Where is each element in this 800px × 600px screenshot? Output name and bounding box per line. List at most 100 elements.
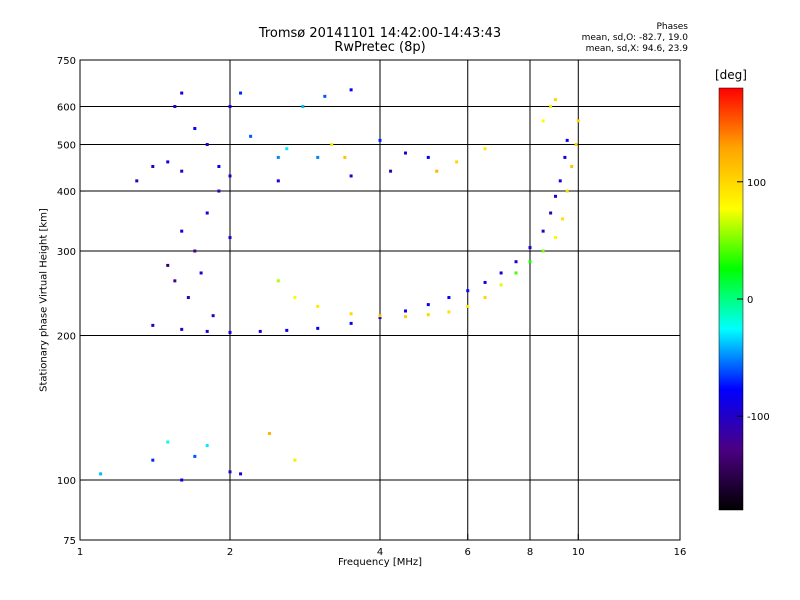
phase-stats-x: mean, sd,X: 94.6, 23.9 — [585, 44, 688, 54]
data-point — [135, 179, 139, 183]
colorbar-tick-label: 0 — [747, 295, 753, 306]
data-point — [193, 454, 197, 458]
data-point — [330, 143, 334, 147]
data-point — [199, 271, 203, 275]
data-point — [180, 327, 184, 331]
data-point — [447, 310, 451, 314]
data-point — [228, 174, 232, 178]
data-point — [173, 279, 177, 283]
data-point — [378, 316, 382, 320]
data-point — [435, 169, 439, 173]
data-point — [349, 174, 353, 178]
y-tick-label: 300 — [57, 247, 76, 258]
axis-ticks: 1 2 4 6 8 10 16 75 100 200 300 400 500 600 750 — [57, 56, 686, 558]
data-point — [228, 105, 232, 109]
data-point — [466, 289, 470, 293]
data-point — [166, 440, 170, 444]
data-point — [205, 444, 209, 448]
data-point — [151, 323, 155, 327]
data-point — [228, 330, 232, 334]
x-tick-label: 16 — [674, 547, 687, 558]
data-point — [541, 249, 545, 253]
data-point — [180, 478, 184, 482]
data-point — [316, 326, 320, 330]
y-tick-label: 400 — [57, 187, 76, 198]
data-point — [349, 321, 353, 325]
data-point — [186, 296, 190, 300]
data-point — [570, 164, 574, 168]
data-point — [455, 160, 459, 164]
data-point — [563, 155, 567, 159]
x-tick-label: 6 — [465, 547, 471, 558]
data-point — [549, 211, 553, 215]
colorbar-tick-label: -100 — [747, 412, 770, 423]
data-point — [378, 138, 382, 142]
y-tick-label: 200 — [57, 332, 76, 343]
data-point — [528, 260, 532, 264]
data-point — [403, 309, 407, 313]
data-point — [549, 105, 553, 109]
data-point — [228, 470, 232, 474]
data-point — [151, 458, 155, 462]
grid-lines — [80, 60, 680, 540]
data-point — [514, 260, 518, 264]
data-point — [389, 169, 393, 173]
data-points — [99, 88, 580, 482]
data-point — [180, 91, 184, 95]
data-point — [378, 314, 382, 318]
data-point — [541, 119, 545, 123]
data-point — [217, 189, 221, 193]
data-point — [99, 472, 103, 476]
data-point — [403, 315, 407, 319]
data-point — [323, 94, 327, 98]
data-point — [349, 312, 353, 316]
data-point — [553, 194, 557, 198]
colorbar-label: [deg] — [715, 68, 747, 82]
data-point — [426, 313, 430, 317]
data-point — [276, 155, 280, 159]
data-point — [343, 155, 347, 159]
data-point — [285, 147, 289, 151]
data-point — [180, 229, 184, 233]
data-point — [483, 280, 487, 284]
data-point — [447, 296, 451, 300]
data-point — [403, 151, 407, 155]
data-point — [301, 105, 305, 109]
data-point — [553, 236, 557, 240]
data-point — [426, 303, 430, 307]
data-point — [499, 271, 503, 275]
phase-stats-o: mean, sd,O: -82.7, 19.0 — [581, 33, 688, 43]
data-point — [349, 88, 353, 92]
data-point — [239, 472, 243, 476]
data-point — [541, 229, 545, 233]
data-point — [483, 296, 487, 300]
y-tick-label: 500 — [57, 141, 76, 152]
data-point — [205, 143, 209, 147]
chart-subtitle: RwPretec (8p) — [334, 40, 426, 55]
data-point — [258, 329, 262, 333]
data-point — [180, 169, 184, 173]
data-point — [239, 91, 243, 95]
chart-title: Tromsø 20141101 14:42:00-14:43:43 — [258, 26, 502, 41]
data-point — [217, 164, 221, 168]
data-point — [561, 217, 565, 221]
data-point — [249, 134, 253, 138]
data-point — [151, 164, 155, 168]
data-point — [293, 296, 297, 300]
data-point — [293, 458, 297, 462]
data-point — [483, 147, 487, 151]
data-point — [193, 249, 197, 253]
x-tick-label: 4 — [377, 547, 383, 558]
x-tick-label: 1 — [77, 547, 83, 558]
data-point — [166, 263, 170, 267]
data-point — [285, 328, 289, 332]
y-tick-label: 750 — [57, 56, 76, 67]
data-point — [276, 179, 280, 183]
colorbar-ticks: 100 0 -100 — [737, 178, 770, 423]
data-point — [211, 314, 215, 318]
x-tick-label: 10 — [572, 547, 585, 558]
y-tick-label: 75 — [63, 536, 76, 547]
data-point — [499, 283, 503, 287]
data-point — [565, 138, 569, 142]
